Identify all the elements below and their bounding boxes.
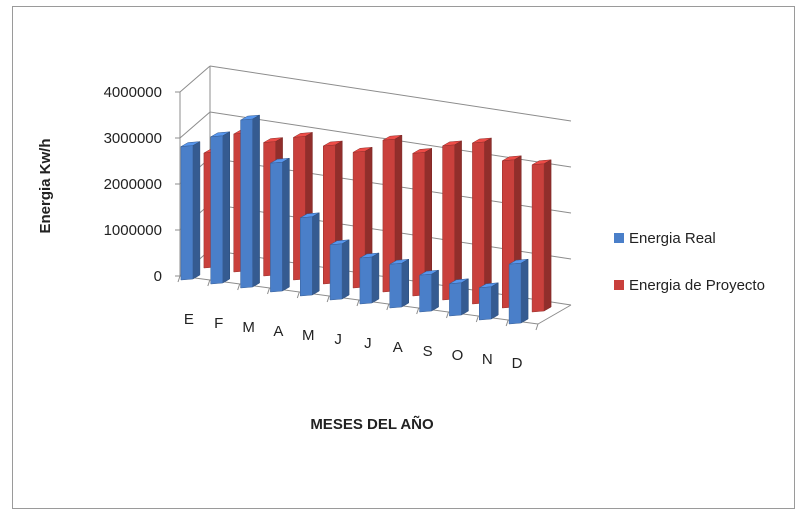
bar-energia-real-side <box>491 282 499 320</box>
x-tick-mark <box>505 319 509 327</box>
x-tick-mark <box>475 315 479 323</box>
bar-energia-real <box>180 145 194 281</box>
bar-energia-real-side <box>222 131 230 284</box>
bar-energia-real-side <box>461 278 469 316</box>
bar-energia-real-side <box>431 269 439 312</box>
x-tick-label: J <box>334 331 342 348</box>
bar-energia-real <box>449 282 462 317</box>
bar-energia-real-side <box>520 258 529 324</box>
x-tick-mark <box>416 307 420 315</box>
bar-energia-real <box>419 273 432 313</box>
bar-energia-real <box>270 161 283 293</box>
gridline-back <box>209 65 572 122</box>
y-tick-label: 2000000 <box>104 176 162 193</box>
x-tick-label: O <box>452 347 464 364</box>
y-tick-label: 1000000 <box>104 222 162 239</box>
x-tick-mark <box>237 283 241 291</box>
y-tick-label: 3000000 <box>104 130 162 147</box>
y-axis-title: Energia Kw/h <box>37 138 54 233</box>
bar-energia-de-proyecto-side <box>454 140 462 300</box>
x-tick-mark <box>446 311 449 319</box>
gridline-side <box>179 111 211 139</box>
bar-energia-de-proyecto <box>442 144 455 301</box>
x-tick-label: A <box>393 339 403 356</box>
labels-layer: 0 1000000 2000000 3000000 4000000 E F M A M J J A S O N… <box>104 84 523 372</box>
legend-label-energia-de-proyecto: Energia de Proyecto <box>629 277 765 294</box>
x-tick-label: M <box>242 319 255 336</box>
x-axis-title: MESES DEL AÑO <box>310 415 434 433</box>
legend-label-energia-real: Energia Real <box>629 230 716 247</box>
x-tick-label: F <box>214 315 223 332</box>
x-tick-label: S <box>423 343 433 360</box>
y-tick-label: 4000000 <box>104 84 162 101</box>
bars-layer <box>180 114 552 325</box>
bar-energia-real <box>240 118 253 289</box>
x-tick-mark <box>386 303 390 311</box>
x-tick-label: D <box>512 355 523 372</box>
x-tick-mark <box>267 287 270 295</box>
bar-energia-real <box>300 216 313 297</box>
bar-energia-real <box>359 256 373 305</box>
bar-energia-real-side <box>341 239 350 300</box>
legend-swatch-energia-real <box>614 233 624 243</box>
bar-energia-real <box>329 243 343 301</box>
chart-frame <box>12 6 795 509</box>
y-tick-label: 0 <box>154 268 162 285</box>
x-tick-label: E <box>184 311 194 328</box>
bar-energia-de-proyecto <box>472 141 485 305</box>
bar-energia-real-side <box>371 252 380 304</box>
bar-energia-real-side <box>401 258 409 308</box>
bar-energia-real-side <box>282 157 290 292</box>
legend-swatch-energia-de-proyecto <box>614 280 624 290</box>
gridline-side <box>179 65 211 93</box>
bar-energia-real <box>389 263 402 309</box>
legend: Energia Real Energia de Proyecto <box>614 230 765 294</box>
bar-energia-real <box>508 262 522 325</box>
bar-energia-de-proyecto-side <box>484 137 492 304</box>
x-tick-label: J <box>364 335 372 352</box>
bar-energia-de-proyecto <box>531 163 545 313</box>
x-tick-mark <box>177 275 181 283</box>
bar-energia-real-side <box>192 141 201 280</box>
bar-energia-de-proyecto-side <box>543 159 552 312</box>
bar-energia-real <box>479 286 492 321</box>
bar-energia-real <box>210 135 223 285</box>
x-tick-mark <box>535 323 539 331</box>
bar-energia-real-side <box>312 212 320 296</box>
x-tick-label: M <box>302 327 315 344</box>
x-tick-mark <box>296 291 300 299</box>
floor-right-edge <box>537 304 572 325</box>
x-tick-label: N <box>482 351 493 368</box>
x-tick-mark <box>207 279 211 287</box>
x-tick-mark <box>326 295 330 303</box>
bar-energia-real-side <box>252 114 260 288</box>
x-tick-label: A <box>273 323 283 340</box>
x-tick-mark <box>356 299 360 307</box>
